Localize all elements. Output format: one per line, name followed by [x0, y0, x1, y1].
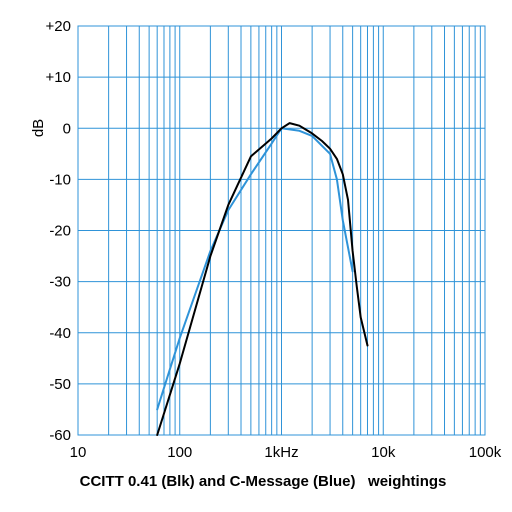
x-tick-label: 100k: [469, 444, 502, 461]
series-lines: [156, 122, 369, 436]
y-tick-label: 0: [63, 120, 71, 137]
y-tick-label: -40: [49, 325, 71, 342]
y-tick-label: -20: [49, 223, 71, 240]
y-tick-label: +10: [46, 69, 71, 86]
x-tick-label: 10: [70, 444, 87, 461]
y-tick-label: -50: [49, 376, 71, 393]
y-tick-label: -60: [49, 427, 71, 444]
chart-title: CCITT 0.41 (Blk) and C-Message (Blue) we…: [80, 473, 447, 490]
y-tick-label: +20: [46, 18, 71, 35]
plot-frame: [77, 25, 486, 436]
y-tick-label: -10: [49, 171, 71, 188]
series-line-1: [156, 127, 354, 411]
y-tick-labels: +20 +10 0 -10 -20 -30 -40 -50 -60: [46, 18, 71, 444]
series-line-2: [156, 122, 369, 436]
x-tick-label: 100: [167, 444, 192, 461]
x-tick-labels: 10 100 1kHz 10k 100k: [70, 444, 502, 461]
y-tick-label: -30: [49, 274, 71, 291]
x-tick-label: 10k: [371, 444, 396, 461]
y-axis-title: dB: [30, 119, 47, 137]
x-tick-label: 1kHz: [264, 444, 298, 461]
